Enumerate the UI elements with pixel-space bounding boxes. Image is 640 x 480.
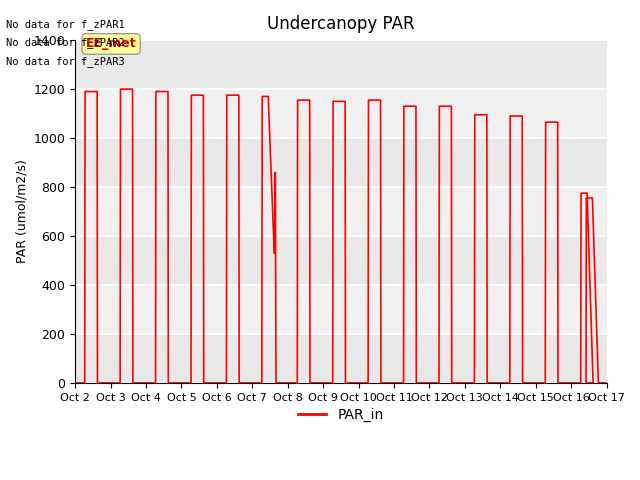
Text: No data for f_zPAR1: No data for f_zPAR1 <box>6 19 125 30</box>
Text: No data for f_zPAR3: No data for f_zPAR3 <box>6 56 125 67</box>
Bar <box>75 236 607 285</box>
Legend: PAR_in: PAR_in <box>292 402 389 427</box>
Text: No data for f_zPAR2: No data for f_zPAR2 <box>6 37 125 48</box>
Bar <box>75 187 607 236</box>
Bar <box>75 138 607 187</box>
Bar <box>75 285 607 334</box>
Bar <box>75 89 607 138</box>
Y-axis label: PAR (umol/m2/s): PAR (umol/m2/s) <box>15 159 28 264</box>
Bar <box>75 40 607 89</box>
Title: Undercanopy PAR: Undercanopy PAR <box>267 15 415 33</box>
Text: EE_met: EE_met <box>86 37 136 50</box>
Bar <box>75 334 607 383</box>
